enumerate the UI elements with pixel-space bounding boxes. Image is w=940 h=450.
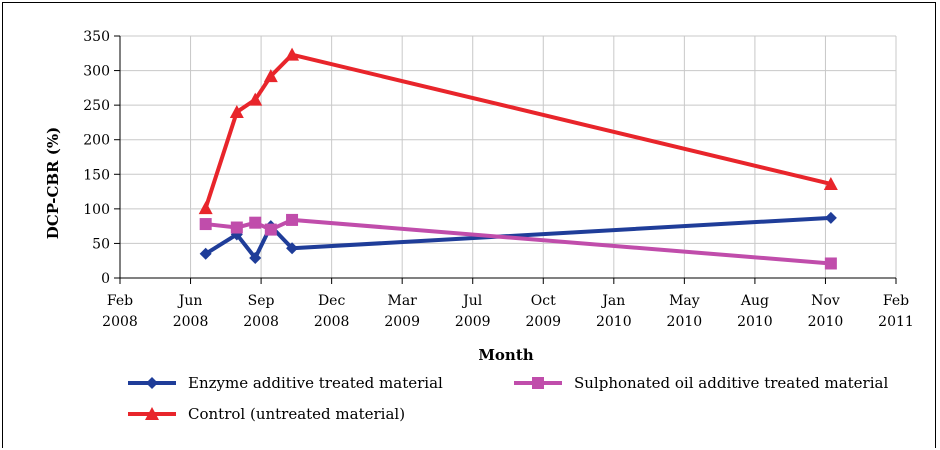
legend-label-sulphonated: Sulphonated oil additive treated materia…: [574, 374, 888, 392]
x-tick-month: Sep: [248, 293, 275, 309]
legend-marker: [145, 407, 159, 420]
x-tick-year: 2010: [737, 314, 773, 330]
series-control: [198, 47, 838, 215]
data-point: [199, 218, 212, 231]
x-tick-year: 2009: [384, 314, 420, 330]
data-point: [199, 247, 212, 260]
x-tick-month: Dec: [318, 293, 346, 309]
legend-item-control[interactable]: Control (untreated material): [128, 405, 405, 423]
data-point: [198, 201, 213, 215]
y-tick-label: 200: [83, 133, 110, 149]
y-tick-label: 150: [83, 167, 110, 183]
x-tick-label: Aug 2010: [737, 293, 773, 330]
x-tick-month: Feb: [883, 293, 909, 309]
x-tick-month: Jun: [177, 293, 203, 309]
data-point: [229, 105, 244, 119]
x-tick-year: 2008: [102, 314, 138, 330]
series-layer: [198, 47, 838, 270]
data-point: [824, 257, 837, 270]
legend-item-enzyme[interactable]: Enzyme additive treated material: [128, 374, 443, 392]
y-tick-labels: 0 50 100 150 200 250 300 350: [83, 29, 110, 287]
series-sulphonated: [199, 213, 837, 270]
x-axis-title: Month: [478, 346, 533, 364]
y-tick-label: 0: [101, 271, 110, 287]
x-tick-label: Mar 2009: [384, 293, 420, 330]
legend-swatch-sulphonated: [514, 377, 562, 389]
x-tick-year: 2010: [808, 314, 844, 330]
x-tick-month: Aug: [740, 293, 769, 309]
y-tick-label: 350: [83, 29, 110, 45]
x-tick-year: 2010: [596, 314, 632, 330]
x-tick-year: 2009: [525, 314, 561, 330]
x-tick-month: Oct: [531, 293, 556, 309]
data-point: [823, 176, 838, 190]
data-point: [286, 213, 299, 226]
y-tick-label: 300: [83, 64, 110, 80]
x-tick-label: Jul 2009: [455, 293, 491, 330]
legend-item-sulphonated[interactable]: Sulphonated oil additive treated materia…: [514, 374, 888, 392]
data-point: [824, 211, 837, 224]
x-tick-month: Feb: [107, 293, 133, 309]
y-axis-title: DCP-CBR (%): [44, 127, 62, 239]
x-tick-year: 2008: [314, 314, 350, 330]
x-tick-label: Feb 2011: [878, 293, 914, 330]
x-tick-year: 2010: [667, 314, 703, 330]
x-tick-label: Jun 2008: [173, 293, 209, 330]
x-tick-label: Dec 2008: [314, 293, 350, 330]
y-tick-label: 250: [83, 98, 110, 114]
series-line: [203, 52, 832, 209]
x-tick-label: Nov 2010: [808, 293, 844, 330]
gridlines: [119, 35, 897, 279]
legend-label-control: Control (untreated material): [188, 405, 405, 423]
x-tick-label: Jan 2010: [596, 293, 632, 330]
legend-swatch-control: [128, 407, 176, 420]
x-tick-labels: Feb 2008 Jun 2008 Sep 2008 Dec 2008 Mar 2009 Jul 20…: [102, 293, 914, 330]
data-point: [249, 216, 262, 229]
x-tick-month: Nov: [811, 293, 840, 309]
x-tick-label: Oct 2009: [525, 293, 561, 330]
x-tick-label: May 2010: [667, 293, 703, 330]
data-point: [230, 221, 243, 234]
data-point: [248, 92, 263, 106]
y-tick-label: 100: [83, 202, 110, 218]
series-line: [204, 215, 831, 260]
x-tick-month: Jan: [600, 293, 625, 309]
x-tick-year: 2008: [173, 314, 209, 330]
legend-label-enzyme: Enzyme additive treated material: [188, 374, 443, 392]
data-point: [249, 251, 262, 264]
x-tick-year: 2008: [243, 314, 279, 330]
x-tick-month: Mar: [387, 293, 417, 309]
x-tick-year: 2011: [878, 314, 914, 330]
x-tick-label: Sep 2008: [243, 293, 279, 330]
data-point: [264, 223, 277, 236]
x-tick-month: May: [669, 293, 700, 309]
axes: [114, 35, 897, 284]
series-line: [205, 217, 832, 266]
x-tick-label: Feb 2008: [102, 293, 138, 330]
x-tick-year: 2009: [455, 314, 491, 330]
x-tick-month: Jul: [461, 293, 483, 309]
legend-swatch-enzyme: [128, 377, 176, 389]
y-tick-label: 50: [92, 236, 110, 252]
legend-marker: [532, 377, 544, 389]
data-point: [263, 69, 278, 83]
legend: Enzyme additive treated material Sulphon…: [128, 374, 888, 423]
legend-marker: [146, 377, 158, 389]
data-point: [285, 47, 300, 61]
data-point: [286, 242, 299, 255]
